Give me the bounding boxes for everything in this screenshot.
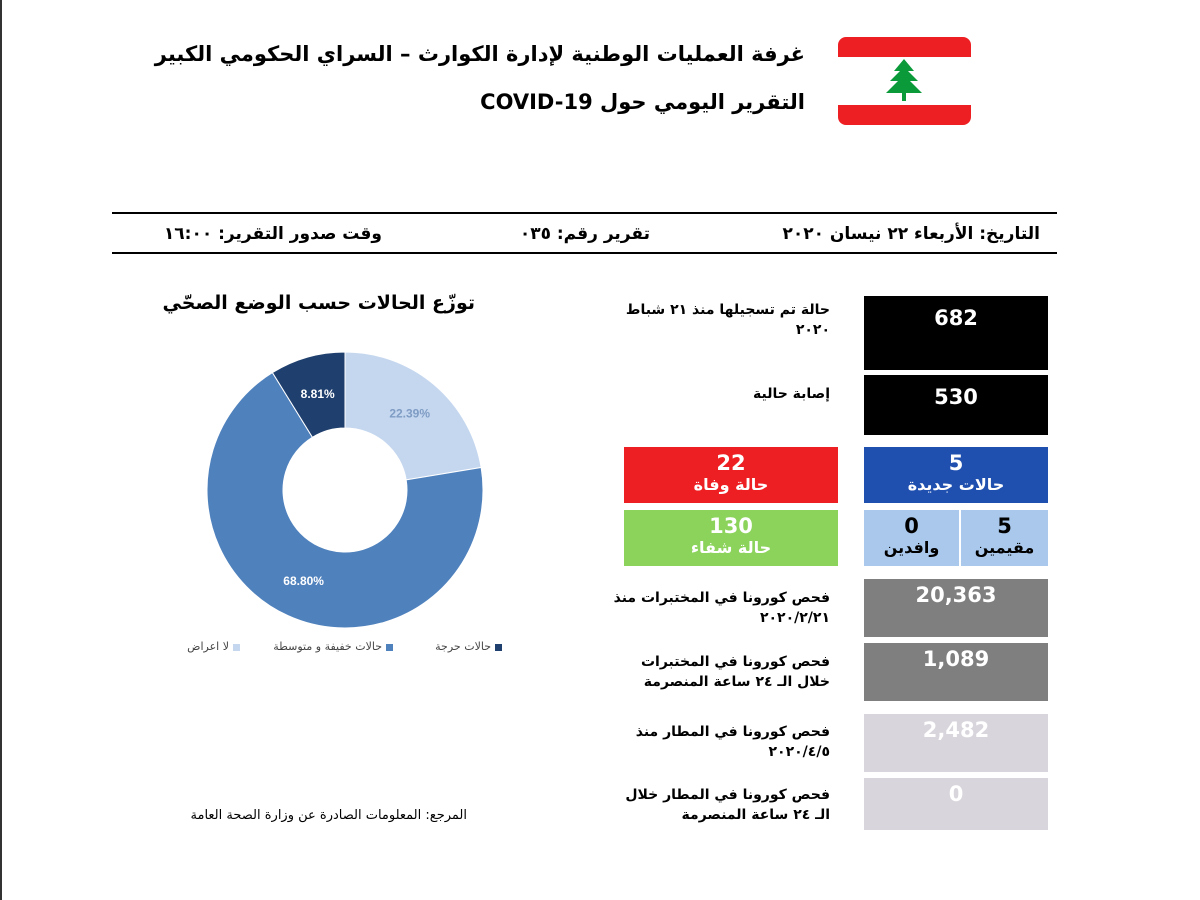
report-number: تقرير رقم: ٠٣٥ (519, 224, 650, 244)
lab-24h-value: 1,089 (922, 647, 990, 671)
header-title: غرفة العمليات الوطنية لإدارة الكوارث – ا… (154, 42, 805, 66)
deaths-value: 22 (716, 451, 746, 475)
legend-swatch (233, 643, 240, 651)
airport-total-box: 2,482 (864, 714, 1048, 772)
legend-item-critical: حالات حرجة (435, 640, 502, 653)
legend-swatch (495, 643, 502, 651)
arrivals-label: وافدين (883, 538, 940, 557)
recovered-value: 130 (709, 514, 753, 538)
recovered-label: حالة شفاء (690, 538, 772, 557)
divider-bottom (112, 252, 1057, 254)
donut-slice (206, 371, 484, 629)
active-cases-value: 530 (934, 385, 978, 409)
residents-box: 5 مقيمين (961, 510, 1048, 566)
arrivals-box: 0 وافدين (864, 510, 959, 566)
legend-item-asymptomatic: لا اعراض (187, 640, 240, 653)
source-note: المرجع: المعلومات الصادرة عن وزارة الصحة… (190, 808, 467, 823)
lab-total-label: فحص كورونا في المختبرات منذ ٢٠٢٠/٢/٢١ (613, 590, 830, 626)
lebanon-flag-icon (838, 37, 971, 125)
new-cases-box: 5 حالات جديدة (864, 447, 1048, 503)
donut-slice (271, 351, 346, 438)
residents-label: مقيمين (974, 538, 1035, 557)
donut-slice-label: 68.80% (283, 574, 324, 588)
legend-swatch (386, 643, 393, 651)
legend-label: لا اعراض (187, 640, 229, 653)
lab-total-value: 20,363 (915, 583, 997, 607)
donut-chart: 22.39% 68.80% 8.81% (206, 351, 484, 629)
airport-24h-value: 0 (948, 782, 964, 806)
donut-slice-label: 8.81% (301, 387, 335, 401)
donut-slice (344, 351, 482, 481)
legend-label: حالات خفيفة و متوسطة (273, 640, 382, 653)
legend-label: حالات حرجة (435, 640, 491, 653)
residents-value: 5 (997, 514, 1012, 538)
lab-24h-box: 1,089 (864, 643, 1048, 701)
report-time: وقت صدور التقرير: ١٦:٠٠ (163, 224, 382, 244)
arrivals-value: 0 (904, 514, 919, 538)
divider-top (112, 212, 1057, 214)
new-cases-label: حالات جديدة (907, 475, 1005, 494)
page-border (0, 0, 2, 900)
chart-title: توزّع الحالات حسب الوضع الصحّي (162, 292, 475, 314)
deaths-label: حالة وفاة (693, 475, 769, 494)
legend-item-mild: حالات خفيفة و متوسطة (273, 640, 393, 653)
donut-slice-label: 22.39% (389, 407, 430, 421)
airport-total-label: فحص كورونا في المطار منذ ٢٠٢٠/٤/٥ (635, 724, 830, 760)
deaths-box: 22 حالة وفاة (624, 447, 838, 503)
total-cases-box: 682 (864, 296, 1048, 370)
active-cases-box: 530 (864, 375, 1048, 435)
recovered-box: 130 حالة شفاء (624, 510, 838, 566)
airport-24h-box: 0 (864, 778, 1048, 830)
header-subtitle: التقرير اليومي حول COVID-19 (480, 90, 805, 114)
report-date: التاريخ: الأربعاء ٢٢ نيسان ٢٠٢٠ (782, 224, 1040, 244)
lab-24h-label: فحص كورونا في المختبرات خلال الـ ٢٤ ساعة… (640, 654, 830, 690)
airport-total-value: 2,482 (922, 718, 990, 742)
airport-24h-label: فحص كورونا في المطار خلال الـ ٢٤ ساعة ال… (625, 787, 830, 823)
new-cases-value: 5 (948, 451, 964, 475)
lab-total-box: 20,363 (864, 579, 1048, 637)
active-cases-label: إصابة حالية (752, 386, 830, 402)
total-cases-value: 682 (934, 306, 978, 330)
total-cases-label: حالة تم تسجيلها منذ ٢١ شباط ٢٠٢٠ (625, 302, 830, 338)
